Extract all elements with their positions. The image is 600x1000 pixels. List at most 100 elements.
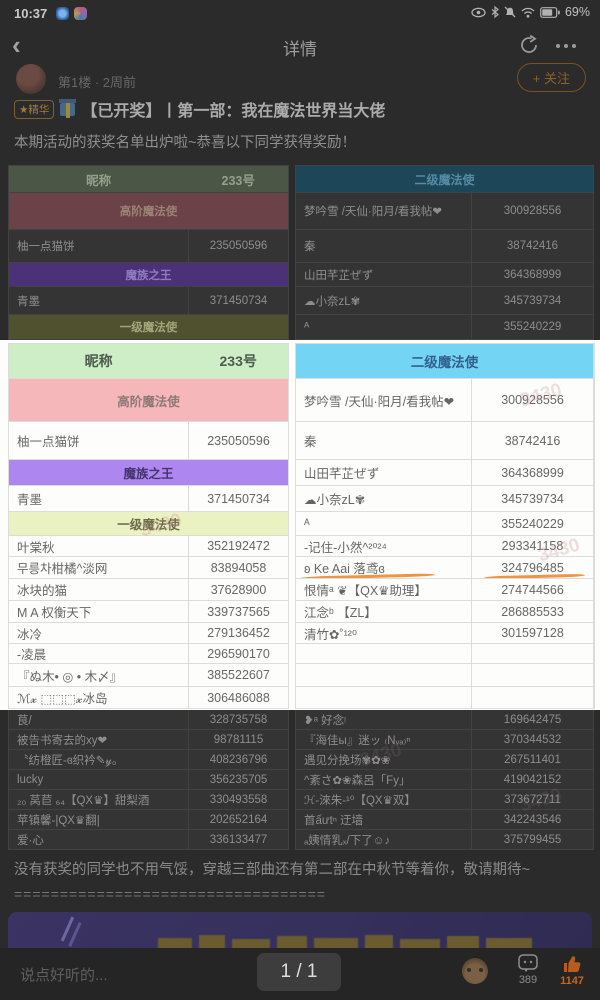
number-cell: 37628900 (189, 579, 289, 601)
nickname-cell: 叶棠秋 (9, 536, 189, 557)
banner-image[interactable] (8, 912, 592, 948)
lg-wrap: 爱·心 336133477 (8, 830, 289, 850)
table-row: 柚一点猫饼 235050596 秦 38742416 (8, 422, 595, 460)
lg-wrap: 柚一点猫饼 235050596 (8, 230, 289, 263)
nickname-cell: 江念ᵇ 【ZL】 (296, 601, 472, 623)
refresh-icon[interactable] (518, 34, 540, 61)
rg-wrap: ʚ Ke Aai 落鸢ɞ 324796485 (295, 557, 595, 579)
nickname-cell: 苹镇馨-|QX♛翻| (9, 810, 189, 830)
nickname-cell: 首ấưtⁿ 迂墙 (296, 810, 472, 830)
nickname-cell: 무릉차柑橘^淡网 (9, 557, 189, 579)
header-left: 昵称 233号 (9, 165, 289, 193)
table-row: ℳ𝔁 ⬚⬚⬚𝔁冰岛 306486088 (8, 687, 595, 709)
nickname-cell: ❥ᵃ 好念ᵎ (296, 710, 472, 730)
nickname-cell: 茛/ (9, 710, 189, 730)
nickname-cell: ᴬ (296, 512, 472, 536)
table-row: 冰冷 279136452 清竹✿˚¹²⁰ 301597128 (8, 623, 595, 644)
number-cell: 342243546 (472, 810, 594, 830)
table-row: 叶棠秋 352192472 -记住-小然^²⁰²⁴ 293341158 (8, 536, 595, 557)
nickname-cell: ℋ-淶朱-¹⁰【QX♛双】 (296, 790, 472, 810)
nickname-cell: 青墨 (9, 287, 189, 315)
comment-button[interactable]: 389 (508, 954, 548, 986)
page-indicator: 1 / 1 (257, 953, 341, 991)
number-cell: 330493558 (189, 790, 289, 810)
nickname-cell: ☁小奈zL✾ (296, 287, 472, 315)
lg-wrap: 冰冷 279136452 (8, 623, 289, 644)
rg-wrap: 二级魔法使 (295, 343, 595, 379)
rank-band: 高阶魔法使 (9, 193, 289, 230)
number-cell: 98781115 (189, 730, 289, 750)
mute-bell-icon (504, 6, 516, 18)
nickname-cell: 柚一点猫饼 (9, 230, 189, 263)
rg-wrap: 梦吟雪 /天仙·阳月/看我帖❤ 300928556 (295, 379, 595, 422)
number-cell: 235050596 (189, 230, 289, 263)
header-left: 昵称 233号 (9, 343, 289, 379)
number-cell: 286885533 (472, 601, 594, 623)
number-cell: 279136452 (189, 623, 289, 644)
lg-wrap: lucky 356235705 (8, 770, 289, 790)
follow-button[interactable]: + 关注 (516, 63, 586, 92)
sticker-icon[interactable] (462, 958, 488, 984)
bluetooth-icon (491, 6, 499, 18)
number-cell: 355240229 (472, 512, 594, 536)
table-row: 冰块的猫 37628900 恨情ᵃ ❦【QX♛助理】 274744566 (8, 579, 595, 601)
winners-table-viewer: 昵称 233号 二级魔法使 高阶魔法使 梦吟雪 /天仙·阳月/看我帖❤ 300928556… (8, 343, 595, 709)
winners-table-bottom: 茛/328735758 ❥ᵃ 好念ᵎ 169642475 被告书寄去的xy❤ 98781… (8, 710, 594, 850)
rank-band: 一级魔法使 (9, 315, 289, 340)
comment-input[interactable]: 说点好听的... (20, 967, 108, 984)
comment-count: 389 (518, 974, 538, 986)
number-cell: 385522607 (189, 664, 289, 687)
number-cell: 345739734 (472, 287, 594, 315)
rg-wrap: ₐ姨情乳ₓ/下了☺♪ 375799455 (295, 830, 594, 850)
avatar[interactable] (16, 64, 46, 94)
lg-wrap: 青墨 371450734 (8, 486, 289, 512)
number-cell: 328735758 (189, 710, 289, 730)
more-options-icon[interactable] (556, 44, 576, 48)
nickname-cell: 『海佳ы』迷ッ ₍Nᵥₐ₎ⁿ (296, 730, 472, 750)
rg-wrap: -记住-小然^²⁰²⁴ 293341158 (295, 536, 595, 557)
rank-band: 一级魔法使 (9, 512, 289, 536)
image-viewer-panel[interactable]: 昵称 233号 二级魔法使 高阶魔法使 梦吟雪 /天仙·阳月/看我帖❤ 300928556… (0, 340, 600, 710)
like-button[interactable]: 1147 (552, 954, 592, 987)
number-cell: 83894058 (189, 557, 289, 579)
table-row: lucky 356235705 ^紊さ✿❀森呂「Fy」 419042152 (8, 770, 594, 790)
rg-wrap: 首ấưtⁿ 迂墙 342243546 (295, 810, 594, 830)
lg-wrap: 叶棠秋 352192472 (8, 536, 289, 557)
lg-wrap: 被告书寄去的xy❤ 98781115 (8, 730, 289, 750)
number-cell: 274744566 (472, 579, 594, 601)
back-icon[interactable]: ‹ (12, 30, 21, 60)
rg-wrap: 山田芊芷ぜず 364368999 (295, 263, 594, 287)
nickname-cell: 冰块的猫 (9, 579, 189, 601)
header-number: 233号 (221, 173, 255, 188)
nickname-cell: 被告书寄去的xy❤ (9, 730, 189, 750)
number-cell: 300928556 (472, 193, 594, 230)
table-header-row: 昵称 233号 二级魔法使 (8, 165, 594, 193)
battery-icon (540, 6, 560, 18)
lg-wrap: 柚一点猫饼 235050596 (8, 422, 289, 460)
lg-wrap: 苹镇馨-|QX♛翻| 202652164 (8, 810, 289, 830)
table-row: M A 权衡天下 339737565 江念ᵇ 【ZL】 286885533 (8, 601, 595, 623)
lg-wrap: 青墨 371450734 (8, 287, 289, 315)
table-row: 魔族之王 山田芊芷ぜず 364368999 (8, 263, 594, 287)
table-row: 爱·心 336133477 ₐ姨情乳ₓ/下了☺♪ 375799455 (8, 830, 594, 850)
lg-wrap: 무릉차柑橘^淡网 83894058 (8, 557, 289, 579)
nickname-cell: 秦 (296, 230, 472, 263)
rg-wrap (295, 664, 595, 687)
rg-wrap: 梦吟雪 /天仙·阳月/看我帖❤ 300928556 (295, 193, 594, 230)
number-cell: 356235705 (189, 770, 289, 790)
nickname-cell (296, 664, 472, 687)
header-nickname: 昵称 (84, 353, 113, 369)
rg-wrap: ᴬ 355240229 (295, 315, 594, 340)
nickname-cell: 清竹✿˚¹²⁰ (296, 623, 472, 644)
number-cell (472, 664, 594, 687)
number-cell: 408236796 (189, 750, 289, 770)
page-title: 详情 (283, 40, 317, 59)
number-cell: 169642475 (472, 710, 594, 730)
comment-bubble-icon (518, 954, 538, 972)
rg-wrap: ☁小奈zL✾ 345739734 (295, 287, 594, 315)
rg-wrap: 遇见分挽场✾✿❀ 267511401 (295, 750, 594, 770)
nickname-cell: ℳ𝔁 ⬚⬚⬚𝔁冰岛 (9, 687, 189, 709)
nickname-cell: 秦 (296, 422, 472, 460)
number-cell: 324796485 (472, 557, 594, 579)
table-row: 青墨 371450734 ☁小奈zL✾ 345739734 (8, 287, 594, 315)
